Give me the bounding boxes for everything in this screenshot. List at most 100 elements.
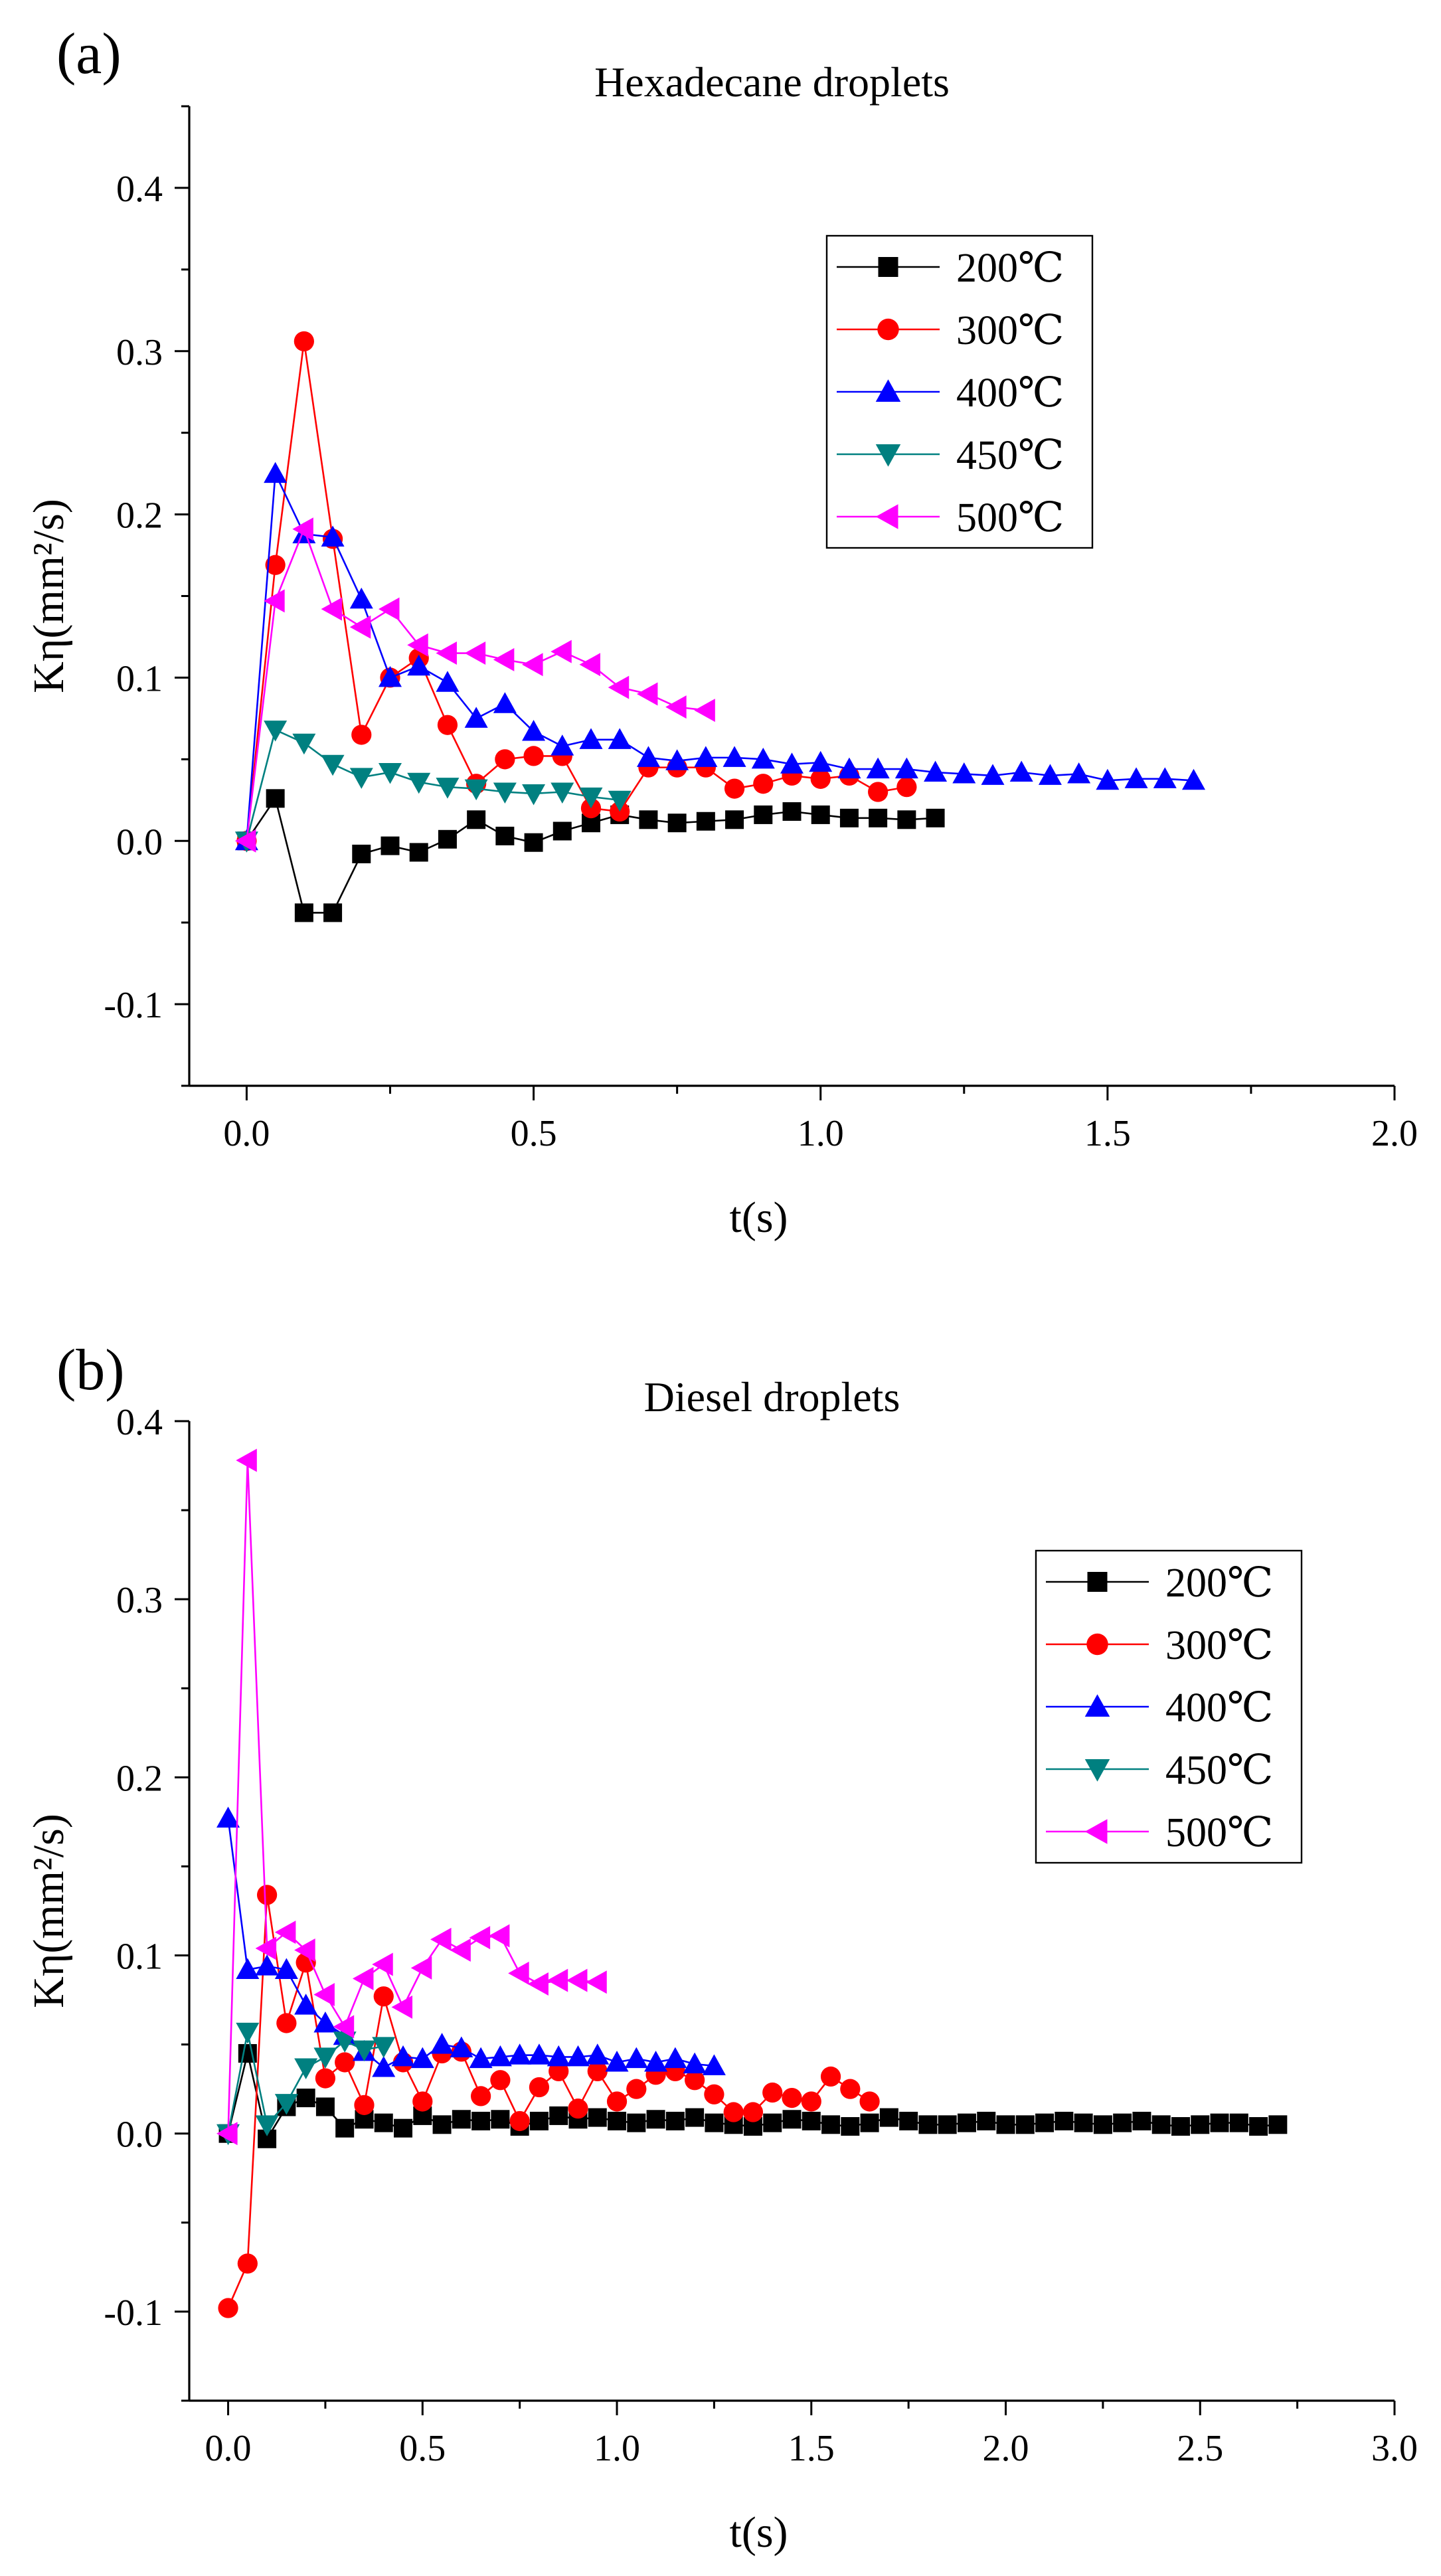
chart1-point-300 — [335, 2052, 355, 2073]
chart0-x-tick-label: 0.0 — [223, 1113, 270, 1154]
chart1-point-200 — [705, 2113, 724, 2132]
chart1-point-200 — [296, 2089, 315, 2108]
chart0-point-450 — [436, 778, 460, 799]
chart-hexadecane: Hexadecane droplets 0.0 0.5 1.0 1.5 2.0 -0.1 0.… — [25, 58, 1418, 1242]
chart0-legend-label-300: 300℃ — [956, 308, 1064, 353]
chart1-point-200 — [374, 2113, 393, 2132]
panel-label-b: (b) — [56, 1338, 125, 1403]
chart0-point-200 — [524, 833, 543, 852]
chart0-point-500 — [292, 517, 313, 541]
chart0-point-400 — [894, 757, 918, 779]
chart0-legend-marker-200 — [878, 257, 898, 277]
chart0-point-500 — [694, 699, 715, 723]
chart1-point-200 — [471, 2111, 491, 2130]
chart0-point-450 — [493, 782, 517, 804]
chart0-point-400 — [349, 587, 373, 609]
chart1-point-400 — [624, 2047, 648, 2069]
chart1-point-200 — [977, 2111, 996, 2130]
chart0-point-450 — [579, 787, 603, 809]
chart1-point-400 — [410, 2047, 434, 2069]
chart1-point-400 — [430, 2033, 454, 2054]
chart0-legend-marker-300 — [877, 318, 899, 341]
chart1-point-200 — [549, 2106, 568, 2125]
chart1-point-200 — [608, 2111, 627, 2130]
chart1-point-300 — [237, 2253, 258, 2274]
chart1-legend-marker-450 — [1084, 1759, 1110, 1782]
chart0-point-200 — [294, 903, 313, 922]
chart1-point-200 — [588, 2108, 607, 2127]
chart1-point-300 — [801, 2091, 821, 2112]
chart1-point-200 — [1132, 2111, 1151, 2130]
chart1-point-300 — [412, 2091, 433, 2112]
chart1-point-200 — [1249, 2117, 1268, 2136]
chart1-point-400 — [255, 1954, 279, 1976]
chart1-point-200 — [627, 2113, 646, 2132]
chart1-point-400 — [527, 2043, 551, 2065]
chart0-point-200 — [725, 810, 744, 829]
chart1-point-400 — [372, 2056, 396, 2077]
chart0-point-300 — [495, 749, 515, 770]
chart1-point-300 — [820, 2066, 841, 2087]
chart1-point-500 — [391, 1995, 413, 2019]
chart1-point-200 — [646, 2110, 665, 2129]
chart0-point-400 — [837, 757, 861, 779]
chart0-point-400 — [407, 654, 431, 676]
chart1-x-tick-label: 1.5 — [788, 2428, 835, 2469]
chart1-point-200 — [860, 2113, 879, 2132]
chart1-point-200 — [1191, 2115, 1210, 2134]
chart1-point-500 — [274, 1921, 296, 1944]
chart1-point-200 — [432, 2115, 452, 2134]
chart1-point-300 — [276, 2013, 297, 2033]
chart1-y-axis-label: Kη(mm²/s) — [25, 1814, 73, 2008]
chart1-point-400 — [313, 2011, 337, 2033]
chart0-point-200 — [696, 812, 715, 831]
chart1-point-400 — [566, 2045, 590, 2067]
chart0-point-400 — [464, 707, 488, 728]
chart1-x-tick-label: 1.0 — [594, 2428, 640, 2469]
chart0-point-200 — [667, 814, 687, 833]
chart0-point-400 — [608, 728, 632, 749]
chart1-point-300 — [742, 2102, 764, 2122]
chart0-x-tick-label: 1.0 — [798, 1113, 844, 1154]
chart0-point-200 — [438, 829, 457, 849]
chart0-legend-label-400: 400℃ — [956, 371, 1064, 416]
chart0-point-400 — [1067, 762, 1091, 784]
chart0-point-450 — [264, 721, 288, 742]
chart0-legend-label-500: 500℃ — [956, 495, 1064, 541]
chart1-point-300 — [470, 2086, 491, 2106]
chart1-point-400 — [294, 1994, 318, 2015]
chart1-legend-label-300: 300℃ — [1165, 1623, 1273, 1668]
chart0-point-400 — [579, 728, 603, 749]
chart1-point-200 — [1171, 2117, 1190, 2136]
chart1-point-500 — [294, 1938, 315, 1962]
chart0-point-300 — [810, 768, 831, 789]
chart1-point-200 — [879, 2108, 898, 2127]
chart0-point-400 — [665, 749, 689, 770]
chart1-point-500 — [450, 1938, 471, 1962]
chart1-legend-marker-400 — [1084, 1694, 1110, 1717]
chart1-point-200 — [1229, 2113, 1248, 2132]
chart1-point-500 — [313, 1983, 335, 2007]
chart1-point-300 — [782, 2087, 802, 2108]
chart1-x-tick-label: 3.0 — [1371, 2428, 1418, 2469]
chart1-point-400 — [683, 2052, 707, 2074]
chart1-point-200 — [899, 2111, 918, 2130]
chart0-point-450 — [464, 779, 488, 801]
chart1-line-300 — [227, 1895, 871, 2309]
chart0-point-400 — [780, 752, 804, 774]
chart1-point-300 — [685, 2070, 705, 2091]
chart0-point-500 — [464, 642, 486, 665]
chart0-point-500 — [665, 695, 687, 719]
chart1-legend: 200℃ 300℃ 400℃ 450℃ 500℃ — [1035, 1549, 1303, 1864]
chart1-legend-marker-500 — [1084, 1819, 1108, 1844]
chart0-point-400 — [379, 665, 402, 687]
chart0-legend-label-450: 450℃ — [956, 433, 1064, 478]
chart0-y-tick-label: 0.1 — [116, 658, 163, 699]
chart0-point-400 — [1038, 764, 1062, 785]
chart0-legend-marker-450 — [875, 444, 901, 467]
chart0-point-200 — [381, 836, 400, 855]
chart1-point-500 — [527, 1972, 549, 1996]
chart1-point-300 — [587, 2061, 608, 2081]
chart0-line-400 — [246, 470, 1194, 841]
chart1-legend-label-450: 450℃ — [1165, 1748, 1273, 1793]
